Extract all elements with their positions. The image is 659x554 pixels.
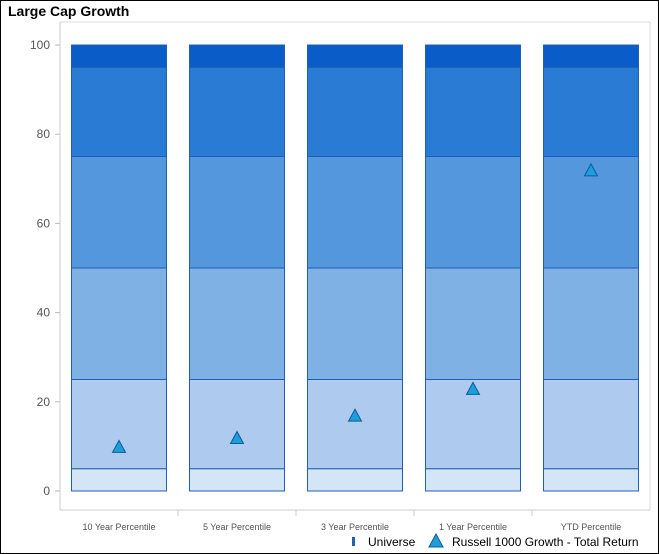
universe-band xyxy=(425,267,521,380)
y-tick-label: 40 xyxy=(37,306,51,320)
y-tick-label: 80 xyxy=(37,127,51,141)
universe-band xyxy=(307,156,403,269)
universe-band xyxy=(189,379,285,470)
universe-bar xyxy=(189,44,285,492)
universe-band xyxy=(307,267,403,380)
y-tick-label: 60 xyxy=(37,216,51,230)
universe-band xyxy=(189,156,285,269)
legend-swatch-benchmark xyxy=(428,532,444,548)
universe-band xyxy=(307,66,403,157)
universe-band xyxy=(543,267,639,380)
universe-band xyxy=(425,66,521,157)
universe-band xyxy=(71,379,167,470)
universe-band xyxy=(543,379,639,470)
universe-band xyxy=(189,66,285,157)
legend-label-benchmark: Russell 1000 Growth - Total Return xyxy=(452,535,639,549)
universe-band xyxy=(307,468,403,492)
universe-band xyxy=(189,468,285,492)
legend: Universe Russell 1000 Growth - Total Retu… xyxy=(352,532,639,549)
x-tick-label: 10 Year Percentile xyxy=(82,522,155,532)
universe-bar xyxy=(543,44,639,492)
legend-swatch-universe xyxy=(352,537,355,546)
universe-band xyxy=(543,468,639,492)
y-tick-label: 20 xyxy=(37,395,51,409)
universe-band xyxy=(189,44,285,68)
universe-band xyxy=(71,44,167,68)
universe-band xyxy=(543,66,639,157)
universe-bar xyxy=(425,44,521,492)
universe-band xyxy=(543,156,639,269)
universe-band xyxy=(71,468,167,492)
benchmark-marker xyxy=(229,430,245,444)
x-tick-label: 5 Year Percentile xyxy=(203,522,271,532)
axes: 0 20 40 60 80 100 10 Year Percentile 5 Year Per… xyxy=(30,21,651,532)
benchmark-marker xyxy=(583,162,599,177)
benchmark-marker xyxy=(111,439,127,453)
markers xyxy=(111,162,599,453)
y-tick-label: 100 xyxy=(30,38,50,52)
legend-label-universe: Universe xyxy=(368,535,416,549)
universe-band xyxy=(71,66,167,157)
universe-band xyxy=(425,468,521,492)
universe-band xyxy=(543,44,639,68)
x-tick-label: 3 Year Percentile xyxy=(321,522,389,532)
universe-band xyxy=(425,44,521,68)
universe-band xyxy=(307,379,403,470)
bars xyxy=(71,44,639,492)
universe-band xyxy=(189,267,285,380)
chart-title: Large Cap Growth xyxy=(8,3,130,19)
universe-band xyxy=(307,44,403,68)
universe-bar xyxy=(307,44,403,492)
universe-band xyxy=(71,156,167,269)
benchmark-marker xyxy=(465,381,481,395)
x-tick-label: YTD Percentile xyxy=(561,522,622,532)
x-tick-label: 1 Year Percentile xyxy=(439,522,507,532)
y-tick-label: 0 xyxy=(43,484,50,498)
universe-band xyxy=(71,267,167,380)
universe-bar xyxy=(71,44,167,492)
benchmark-marker xyxy=(347,408,363,422)
universe-band xyxy=(425,156,521,269)
